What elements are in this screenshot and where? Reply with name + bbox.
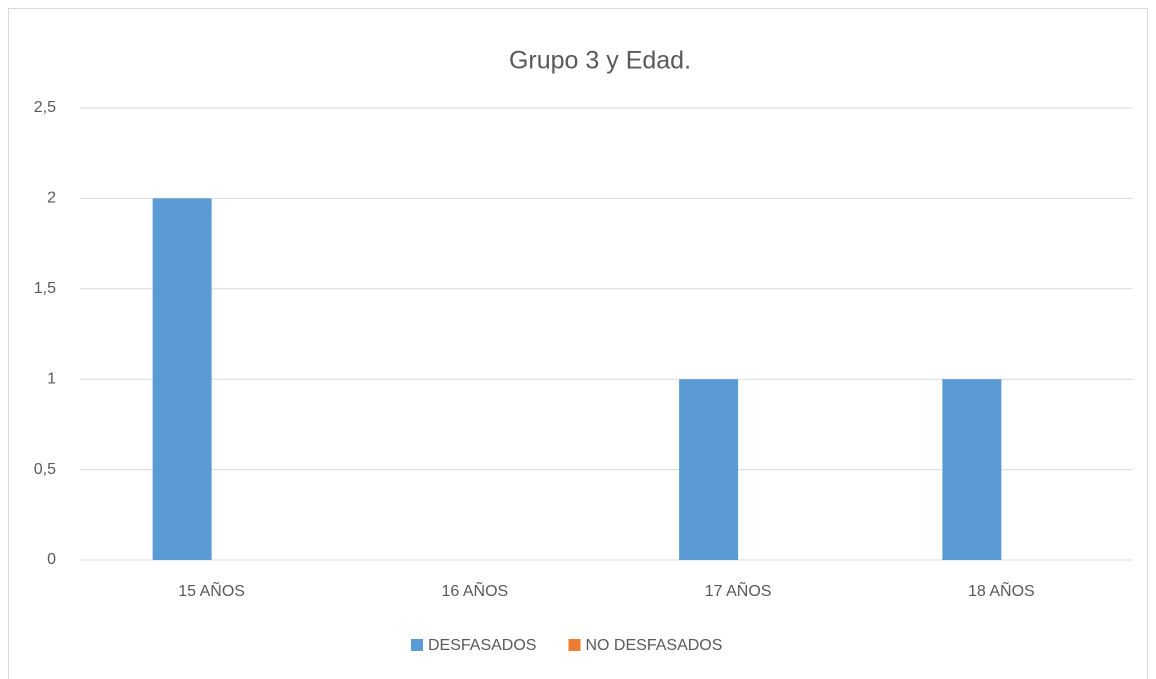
chart-title: Grupo 3 y Edad. (509, 47, 691, 75)
x-tick-label: 16 AÑOS (442, 580, 509, 600)
legend-swatch (568, 639, 581, 651)
x-tick-label: 17 AÑOS (705, 580, 772, 600)
legend-label: DESFASADOS (428, 637, 536, 654)
y-tick-label: 0,5 (34, 461, 56, 478)
bar (942, 379, 1002, 560)
y-tick-label: 2,5 (34, 99, 56, 116)
y-tick-label: 1,5 (34, 280, 56, 297)
bar (679, 379, 739, 560)
x-tick-label: 18 AÑOS (968, 580, 1035, 600)
y-tick-label: 2 (47, 190, 56, 207)
y-tick-label: 1 (47, 370, 56, 387)
x-tick-label: 15 AÑOS (178, 580, 245, 600)
y-tick-label: 0 (47, 551, 56, 568)
legend-label: NO DESFASADOS (585, 637, 722, 654)
bar (152, 198, 212, 560)
legend-swatch (411, 639, 423, 651)
